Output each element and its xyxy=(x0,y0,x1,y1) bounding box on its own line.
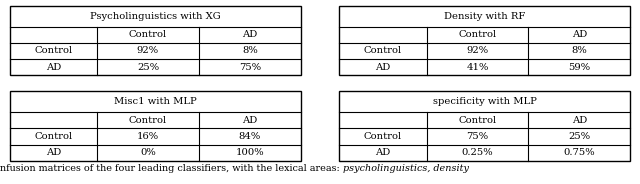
Text: 100%: 100% xyxy=(236,148,264,157)
Text: Density with RF: Density with RF xyxy=(444,12,525,21)
Text: 0%: 0% xyxy=(140,148,156,157)
Bar xyxy=(339,6,630,75)
Text: 92%: 92% xyxy=(467,47,488,55)
Bar xyxy=(10,6,301,75)
Text: AD: AD xyxy=(45,148,61,157)
Text: AD: AD xyxy=(242,116,257,125)
Text: Psycholinguistics with XG: Psycholinguistics with XG xyxy=(90,12,221,21)
Text: AD: AD xyxy=(375,63,390,72)
Text: nfusion matrices of the four leading classifiers, with the lexical areas:: nfusion matrices of the four leading cla… xyxy=(0,164,343,173)
Text: Control: Control xyxy=(364,47,402,55)
Text: AD: AD xyxy=(375,148,390,157)
Text: 75%: 75% xyxy=(467,132,488,141)
Text: AD: AD xyxy=(45,63,61,72)
Text: 84%: 84% xyxy=(239,132,261,141)
Text: Control: Control xyxy=(129,116,167,125)
Text: Control: Control xyxy=(458,116,497,125)
Text: Control: Control xyxy=(129,30,167,39)
Text: 92%: 92% xyxy=(137,47,159,55)
Text: AD: AD xyxy=(572,116,587,125)
Text: 59%: 59% xyxy=(568,63,591,72)
Bar xyxy=(339,91,630,161)
Text: 75%: 75% xyxy=(239,63,261,72)
Text: 41%: 41% xyxy=(467,63,489,72)
Bar xyxy=(10,91,301,161)
Text: 25%: 25% xyxy=(568,132,591,141)
Text: Control: Control xyxy=(458,30,497,39)
Text: psycholinguistics, density: psycholinguistics, density xyxy=(343,164,468,173)
Text: AD: AD xyxy=(242,30,257,39)
Text: 0.75%: 0.75% xyxy=(564,148,595,157)
Text: AD: AD xyxy=(572,30,587,39)
Text: 8%: 8% xyxy=(242,47,258,55)
Text: Misc1 with MLP: Misc1 with MLP xyxy=(114,97,196,106)
Text: 16%: 16% xyxy=(137,132,159,141)
Text: Control: Control xyxy=(34,132,72,141)
Text: Control: Control xyxy=(34,47,72,55)
Text: 0.25%: 0.25% xyxy=(461,148,493,157)
Text: Control: Control xyxy=(364,132,402,141)
Text: 8%: 8% xyxy=(572,47,588,55)
Text: specificity with MLP: specificity with MLP xyxy=(433,97,537,106)
Text: 25%: 25% xyxy=(137,63,159,72)
